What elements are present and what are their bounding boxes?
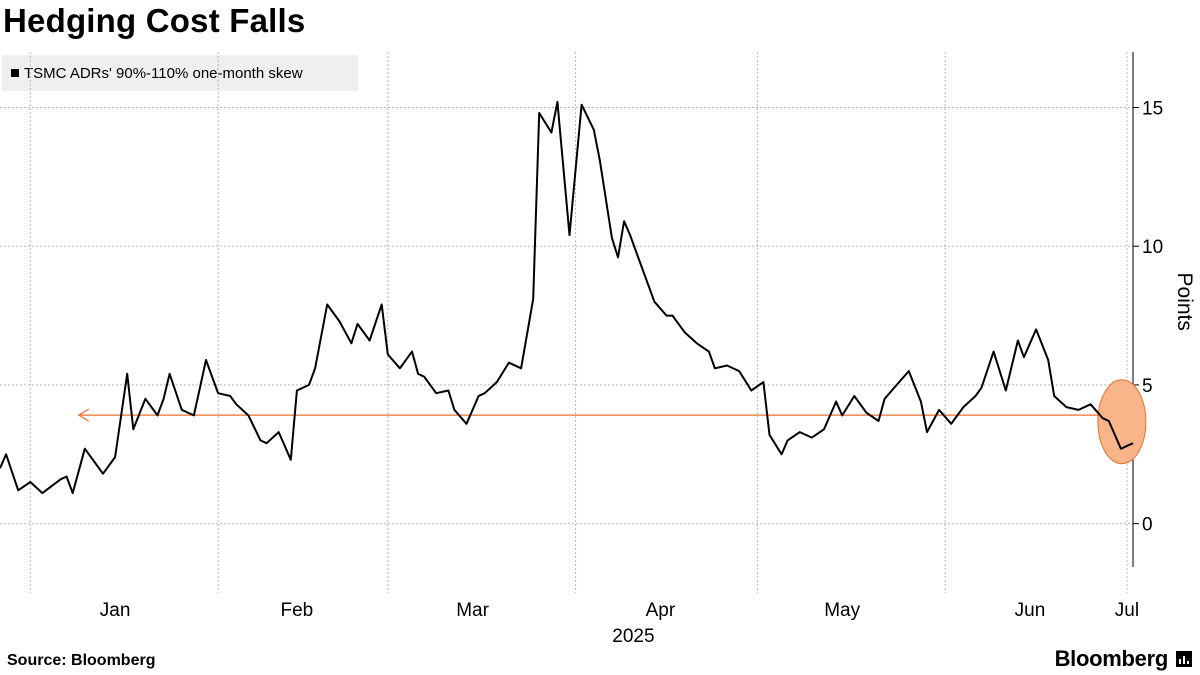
grid xyxy=(0,52,1133,593)
y-tick-label: 0 xyxy=(1142,515,1153,536)
series xyxy=(0,100,1134,495)
legend-swatch xyxy=(11,69,19,77)
x-tick-label: Jun xyxy=(1015,600,1046,621)
x-tick-label: Mar xyxy=(456,600,489,621)
series-line xyxy=(0,100,1134,495)
chart-title: Hedging Cost Falls xyxy=(3,2,306,39)
arrow-head xyxy=(77,408,90,422)
highlight-circle xyxy=(1097,379,1147,465)
source-note: Source: Bloomberg xyxy=(7,652,156,669)
x-tick-label: Feb xyxy=(281,600,314,621)
bloomberg-terminal-icon xyxy=(1176,651,1192,667)
x-tick-label: May xyxy=(824,600,860,621)
legend: TSMC ADRs' 90%-110% one-month skew xyxy=(2,55,358,91)
x-tick-label: Jan xyxy=(100,600,131,621)
y-axis-title: Points xyxy=(1173,273,1196,331)
annotations xyxy=(77,379,1147,465)
x-tick-label: Apr xyxy=(646,600,676,621)
y-tick-label: 15 xyxy=(1142,98,1163,119)
x-tick-label: Jul xyxy=(1115,600,1139,621)
legend-label: TSMC ADRs' 90%-110% one-month skew xyxy=(24,64,303,82)
x-axis: Jan Feb Mar Apr May Jun Jul 2025 xyxy=(100,600,1139,647)
y-axis: 0 5 10 15 Points xyxy=(1132,52,1196,567)
y-tick-label: 5 xyxy=(1142,376,1153,397)
y-tick-label: 10 xyxy=(1142,237,1163,258)
x-year-label: 2025 xyxy=(612,626,654,647)
brand-logo: Bloomberg xyxy=(1054,646,1169,671)
